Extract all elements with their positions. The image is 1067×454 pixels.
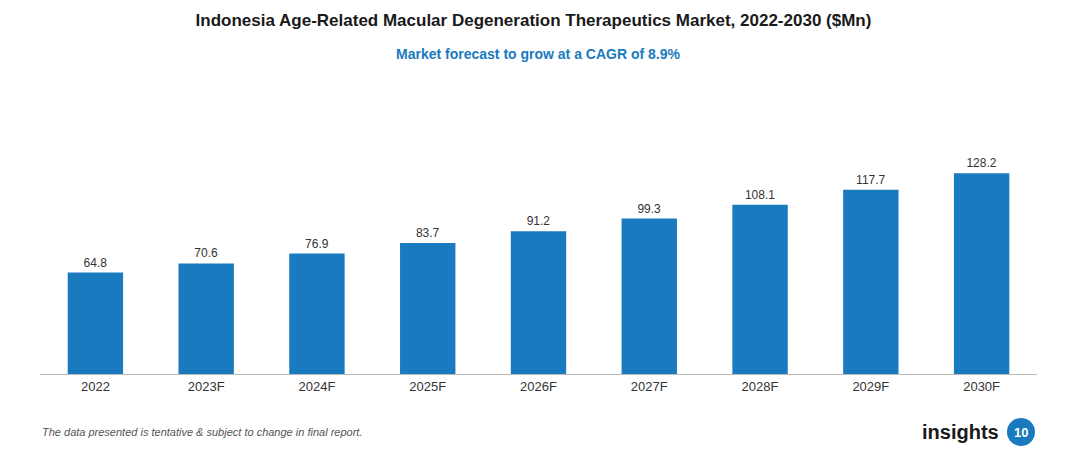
svg-text:128.2: 128.2 bbox=[966, 156, 996, 170]
svg-text:117.7: 117.7 bbox=[856, 173, 885, 187]
svg-text:2022: 2022 bbox=[81, 379, 110, 394]
svg-text:2023F: 2023F bbox=[188, 379, 225, 394]
svg-text:Indonesia Age-Related Macular: Indonesia Age-Related Macular Degenerati… bbox=[196, 11, 872, 30]
svg-text:The data presented is tentativ: The data presented is tentative & subjec… bbox=[42, 426, 362, 438]
svg-text:76.9: 76.9 bbox=[305, 237, 329, 251]
svg-text:108.1: 108.1 bbox=[745, 188, 775, 202]
svg-text:Market forecast to grow at a C: Market forecast to grow at a CAGR of 8.9… bbox=[396, 46, 681, 62]
svg-text:2026F: 2026F bbox=[520, 379, 557, 394]
svg-text:91.2: 91.2 bbox=[527, 214, 551, 228]
svg-text:2025F: 2025F bbox=[409, 379, 446, 394]
svg-text:70.6: 70.6 bbox=[194, 246, 218, 260]
svg-text:64.8: 64.8 bbox=[84, 256, 108, 270]
svg-text:2027F: 2027F bbox=[631, 379, 668, 394]
svg-text:2029F: 2029F bbox=[852, 379, 889, 394]
svg-text:2030F: 2030F bbox=[963, 379, 1000, 394]
svg-text:10: 10 bbox=[1014, 425, 1028, 440]
svg-text:83.7: 83.7 bbox=[416, 226, 440, 240]
svg-text:2024F: 2024F bbox=[299, 379, 336, 394]
svg-text:2028F: 2028F bbox=[742, 379, 779, 394]
svg-text:insights: insights bbox=[922, 421, 999, 443]
svg-text:99.3: 99.3 bbox=[637, 202, 661, 216]
